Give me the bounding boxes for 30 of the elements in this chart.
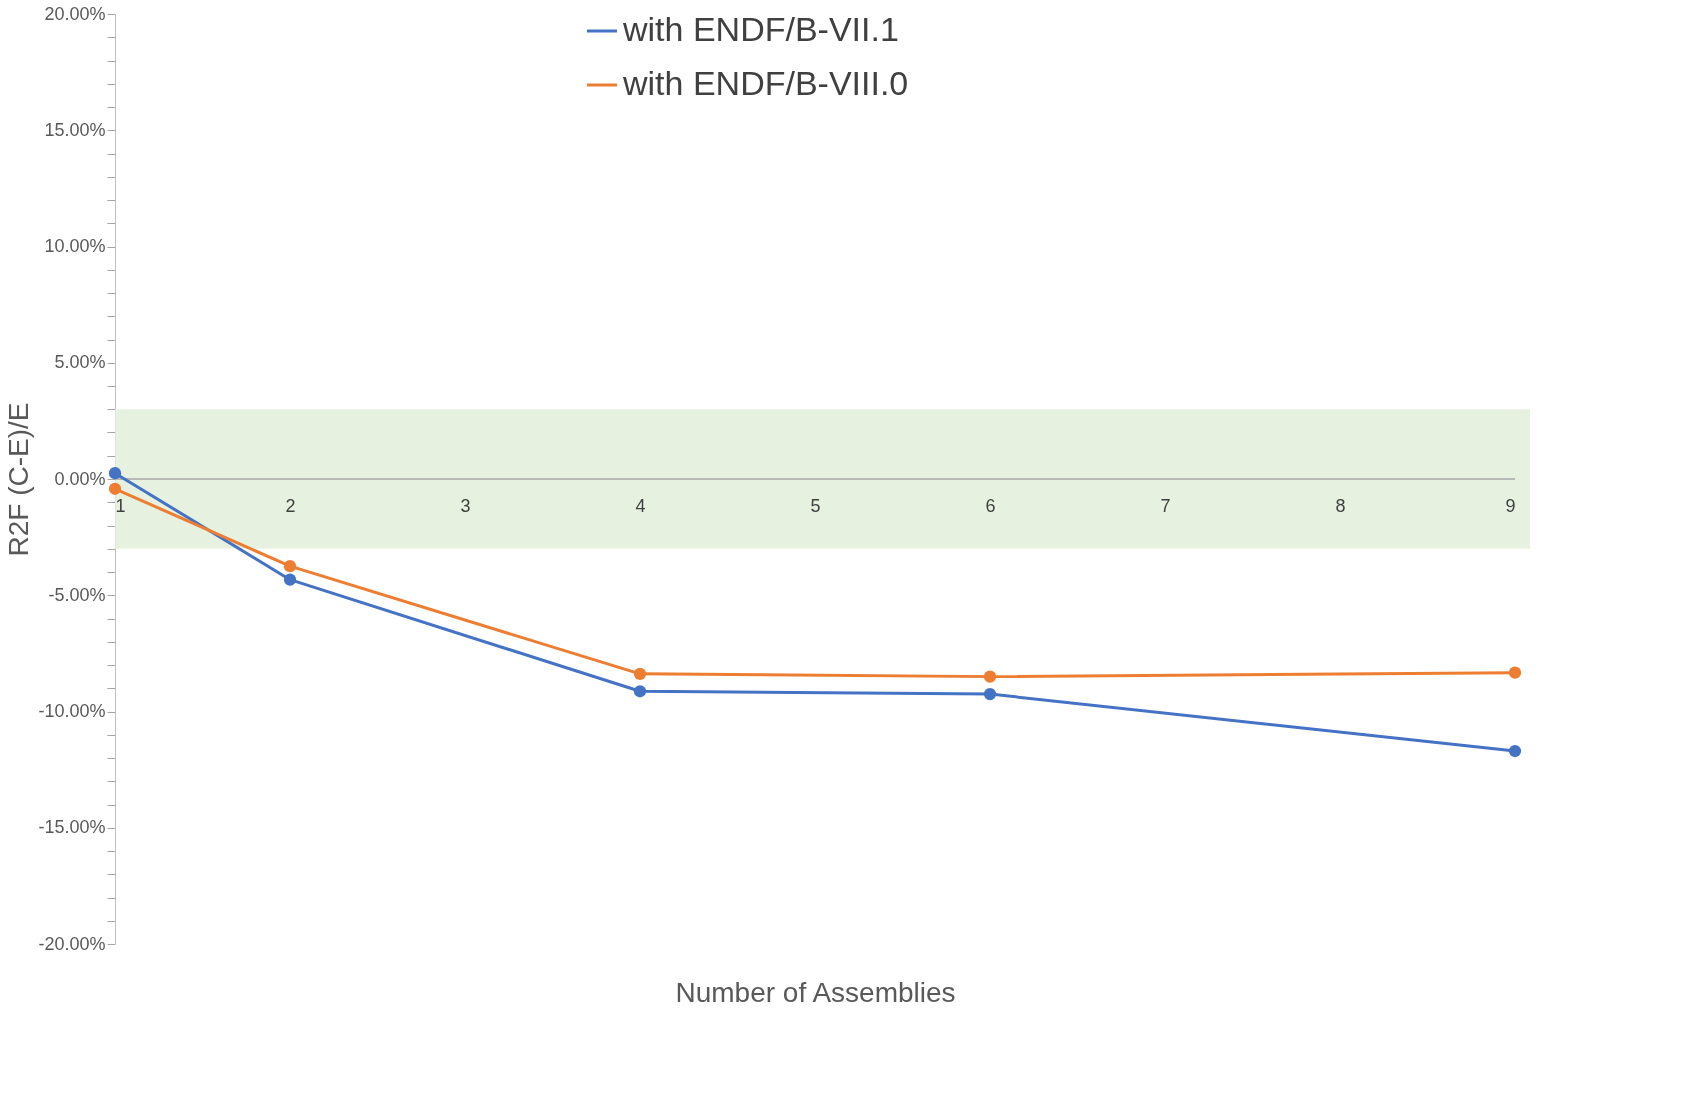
legend-label: with ENDF/B-VII.1 — [622, 10, 899, 48]
x-tick-label: 9 — [1505, 495, 1516, 516]
y-axis-title: R2F (C-E)/E — [3, 402, 35, 557]
y-tick-label: 20.00% — [44, 3, 106, 24]
x-tick-label: 7 — [1160, 495, 1171, 516]
legend-label: with ENDF/B-VIII.0 — [622, 64, 909, 102]
x-tick-label: 1 — [115, 495, 126, 516]
x-axis-title: Number of Assemblies — [675, 976, 956, 1008]
y-tick-label: 10.00% — [44, 236, 106, 256]
x-tick-label: 8 — [1335, 495, 1346, 516]
point — [983, 687, 997, 701]
x-tick-label: 4 — [635, 495, 646, 516]
point — [283, 573, 297, 586]
x-tick-label: 5 — [810, 495, 821, 516]
point — [283, 560, 297, 573]
y-tick-label: -15.00% — [38, 817, 106, 838]
point — [1508, 744, 1522, 758]
point — [983, 670, 997, 683]
point — [633, 667, 647, 680]
y-tick-label: 15.00% — [44, 119, 106, 140]
point — [633, 685, 647, 698]
y-tick-label: 0.00% — [54, 468, 106, 489]
point — [1508, 666, 1522, 679]
x-tick-label: 2 — [285, 495, 296, 516]
x-tick-label: 6 — [985, 495, 996, 516]
y-tick-label: -5.00% — [48, 584, 106, 605]
y-tick-label: -20.00% — [38, 933, 106, 954]
y-tick-label: 5.00% — [54, 352, 106, 373]
y-tick-label: -10.00% — [38, 701, 106, 721]
x-tick-label: 3 — [460, 495, 471, 516]
